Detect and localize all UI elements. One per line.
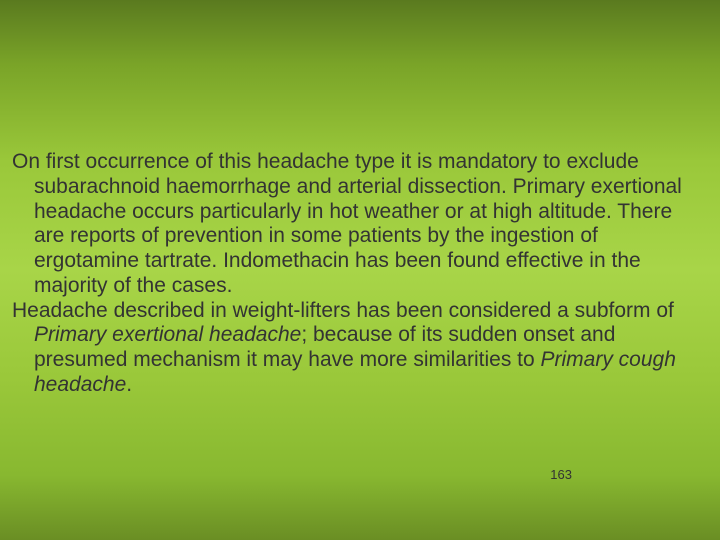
- paragraph-2: Headache described in weight-lifters has…: [12, 299, 708, 398]
- slide: On first occurrence of this headache typ…: [0, 0, 720, 540]
- paragraph-2-text-c: .: [126, 373, 132, 396]
- page-number: 163: [550, 467, 572, 482]
- paragraph-1: On first occurrence of this headache typ…: [12, 150, 708, 299]
- paragraph-2-italic-a: Primary exertional headache: [34, 323, 301, 346]
- paragraph-1-text: On first occurrence of this headache typ…: [12, 150, 682, 297]
- slide-body: On first occurrence of this headache typ…: [12, 150, 708, 398]
- paragraph-2-text-a: Headache described in weight-lifters has…: [12, 299, 674, 322]
